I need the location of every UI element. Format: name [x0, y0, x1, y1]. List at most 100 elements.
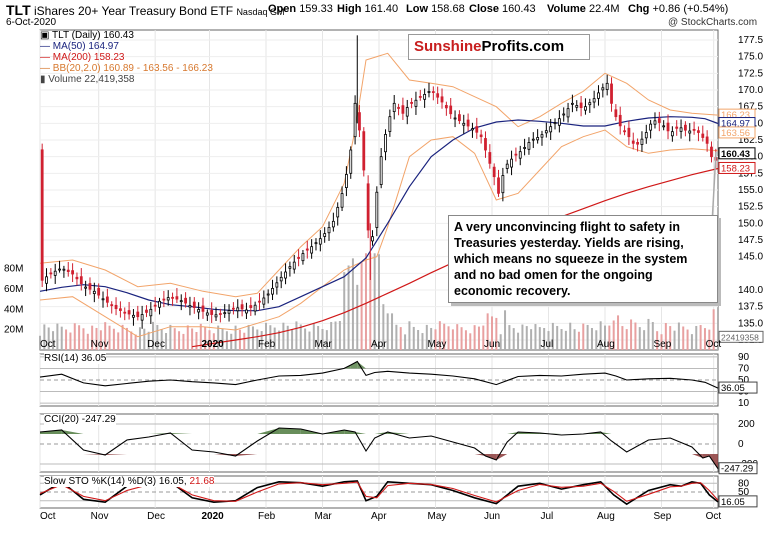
x-axis-label: Jun [484, 339, 500, 350]
price-tick-label: 150.0 [738, 218, 763, 229]
volume-bar [160, 328, 163, 350]
candle-body [123, 311, 127, 314]
candle-body [271, 287, 274, 295]
volume-bar [421, 333, 424, 350]
volume-bar [121, 324, 124, 350]
volume-bar [95, 327, 98, 350]
candle-body [401, 105, 405, 114]
volume-bar [512, 328, 515, 350]
candle-body [110, 304, 114, 307]
chart-date: 6-Oct-2020 [6, 17, 57, 28]
candle-body [670, 131, 674, 137]
candle-body [227, 310, 231, 314]
volume-bar [225, 331, 228, 350]
candle-body [579, 102, 583, 108]
candle-body [245, 309, 248, 314]
candle-body [310, 246, 314, 254]
volume-bar [590, 328, 593, 350]
candle-body [379, 156, 383, 185]
candle-body [692, 128, 696, 131]
candle-body [453, 117, 457, 120]
volume-bar [330, 321, 333, 350]
x-axis-label: Oct [40, 511, 56, 522]
volume-bar [595, 330, 598, 350]
volume-bar [356, 284, 359, 350]
volume-bar [656, 331, 659, 350]
volume-bar [243, 332, 246, 350]
candle-body [58, 268, 61, 271]
x-axis-label: May [428, 339, 447, 350]
volume-bar [43, 324, 46, 350]
volume-bar [373, 253, 376, 350]
x-axis-label: Oct [706, 339, 722, 350]
volume-bar [147, 331, 150, 350]
volume-bar [577, 331, 580, 350]
candle-body [49, 272, 53, 275]
candle-body [479, 134, 483, 138]
volume-bar [343, 272, 346, 350]
indicator-tick-label: 0 [738, 439, 744, 450]
exchange: Nasdaq GM [236, 7, 285, 17]
cci-positive-fill [61, 430, 84, 434]
volume-bar [60, 326, 63, 350]
volume-bar [82, 328, 85, 350]
candle-body [288, 266, 292, 269]
candle-body [253, 304, 257, 312]
volume-bar [69, 332, 72, 350]
x-axis-label: Oct [706, 511, 722, 522]
candle-body [553, 122, 557, 125]
candle-body [623, 130, 626, 133]
sunshine-profits-logo: SunshineProfits.com [408, 34, 590, 60]
volume-bar [551, 322, 554, 350]
candle-body [145, 309, 148, 313]
volume-bar [482, 325, 485, 350]
candle-body [297, 257, 300, 259]
candle-body [236, 307, 240, 312]
candle-body [657, 118, 661, 123]
volume-bar [395, 324, 398, 350]
volume-bar [534, 324, 537, 350]
rsi-line-0 [39, 360, 719, 389]
copyright: @ StockCharts.com [668, 17, 758, 28]
volume-bar [703, 328, 706, 350]
candle-body [540, 134, 544, 138]
candle-body [497, 177, 500, 194]
volume-bar [469, 333, 472, 350]
candle-body [175, 296, 179, 300]
volume-bar [86, 333, 89, 350]
price-tick-label: 175.0 [738, 52, 763, 63]
bb-lower-line [39, 129, 719, 338]
price-tick-label: 177.5 [738, 35, 763, 46]
candle-body [305, 248, 309, 251]
volume-bar [286, 325, 289, 350]
candle-body [675, 126, 679, 129]
volume-bar [717, 318, 719, 350]
volume-bar [208, 330, 211, 350]
volume-tick-label: 60M [4, 284, 23, 295]
volume-bar [638, 327, 641, 350]
cci-label: CCI(20) -247.29 [44, 414, 116, 425]
x-axis-label: Jul [541, 511, 554, 522]
volume-bar [643, 330, 646, 350]
volume-bar [647, 318, 650, 350]
candle-body [240, 304, 244, 310]
volume-bar [91, 325, 94, 350]
volume-bar [364, 253, 367, 350]
volume-bar [604, 325, 606, 350]
candle-body [336, 207, 340, 218]
volume-bar [382, 304, 385, 350]
cci-positive-fill [355, 432, 366, 434]
indicator-tick-label: 50 [738, 375, 750, 386]
volume-bar [273, 327, 276, 350]
last-value-tag [718, 126, 756, 139]
volume-bar [556, 325, 559, 350]
candle-body [627, 127, 631, 138]
candle-body [388, 116, 392, 132]
indicator-last-tag [718, 495, 758, 508]
volume-bar [443, 323, 446, 350]
volume-bar [564, 330, 567, 350]
volume-bar [143, 328, 146, 350]
volume-bar [695, 325, 698, 350]
volume-bar [234, 325, 237, 350]
candle-body [162, 298, 166, 301]
